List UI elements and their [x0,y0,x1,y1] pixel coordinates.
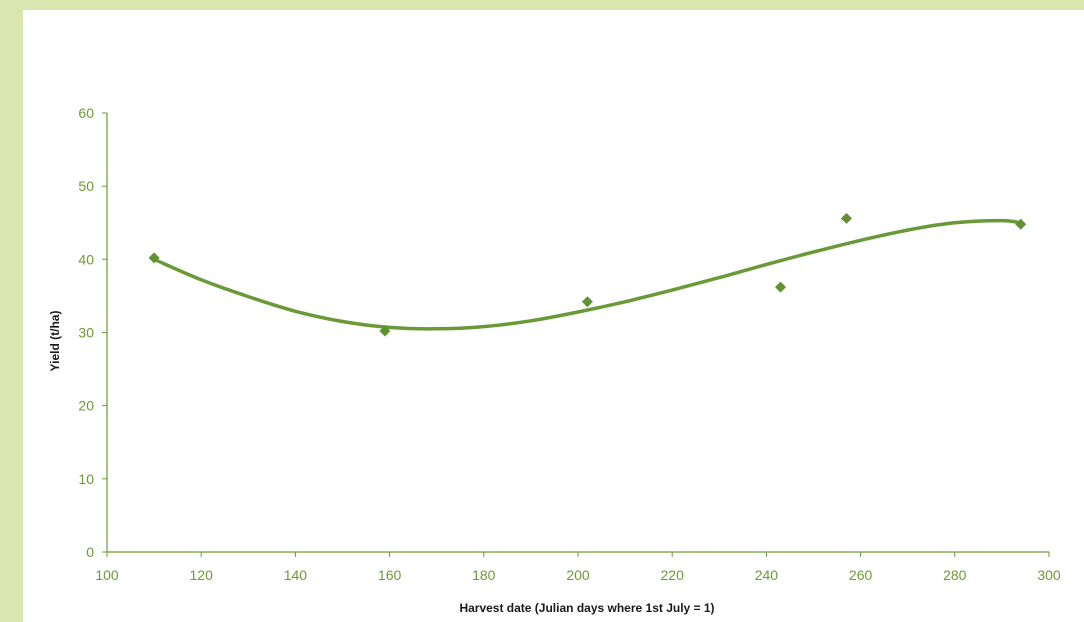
y-tick-label: 0 [86,544,94,560]
x-tick-label: 120 [190,567,214,583]
data-point [581,296,593,308]
chart-frame: 0 10 20 30 40 50 60 100 120 140 160 180 200 220 240 260… [23,10,1084,622]
y-tick-label: 40 [78,251,94,267]
axes [102,112,1050,557]
data-point [379,325,391,337]
y-tick-label: 50 [78,178,94,194]
x-axis-title: Harvest date (Julian days where 1st July… [459,601,714,615]
y-tick-label: 10 [78,471,94,487]
x-tick-label: 220 [661,567,685,583]
x-tick-label: 240 [755,567,779,583]
x-tick-label: 140 [284,567,308,583]
x-tick-label: 300 [1037,567,1061,583]
y-tick-label: 30 [78,325,94,341]
trendline [152,218,1023,331]
y-tick-label: 60 [78,105,94,121]
yield-scatter-chart: 0 10 20 30 40 50 60 100 120 140 160 180 200 220 240 260… [48,105,1061,615]
x-tick-label: 200 [566,567,590,583]
tick-labels: 0 10 20 30 40 50 60 100 120 140 160 180 200 220 240 260… [78,105,1060,583]
data-point [1015,218,1027,230]
data-point [775,281,787,293]
y-axis-title: Yield (t/ha) [48,311,62,372]
x-tick-label: 280 [943,567,967,583]
x-tick-label: 260 [849,567,873,583]
x-tick-label: 100 [95,567,119,583]
x-tick-label: 180 [472,567,496,583]
y-tick-label: 20 [78,398,94,414]
data-point [148,252,160,264]
data-point [840,212,852,224]
x-tick-label: 160 [378,567,402,583]
data-points [148,212,1027,337]
